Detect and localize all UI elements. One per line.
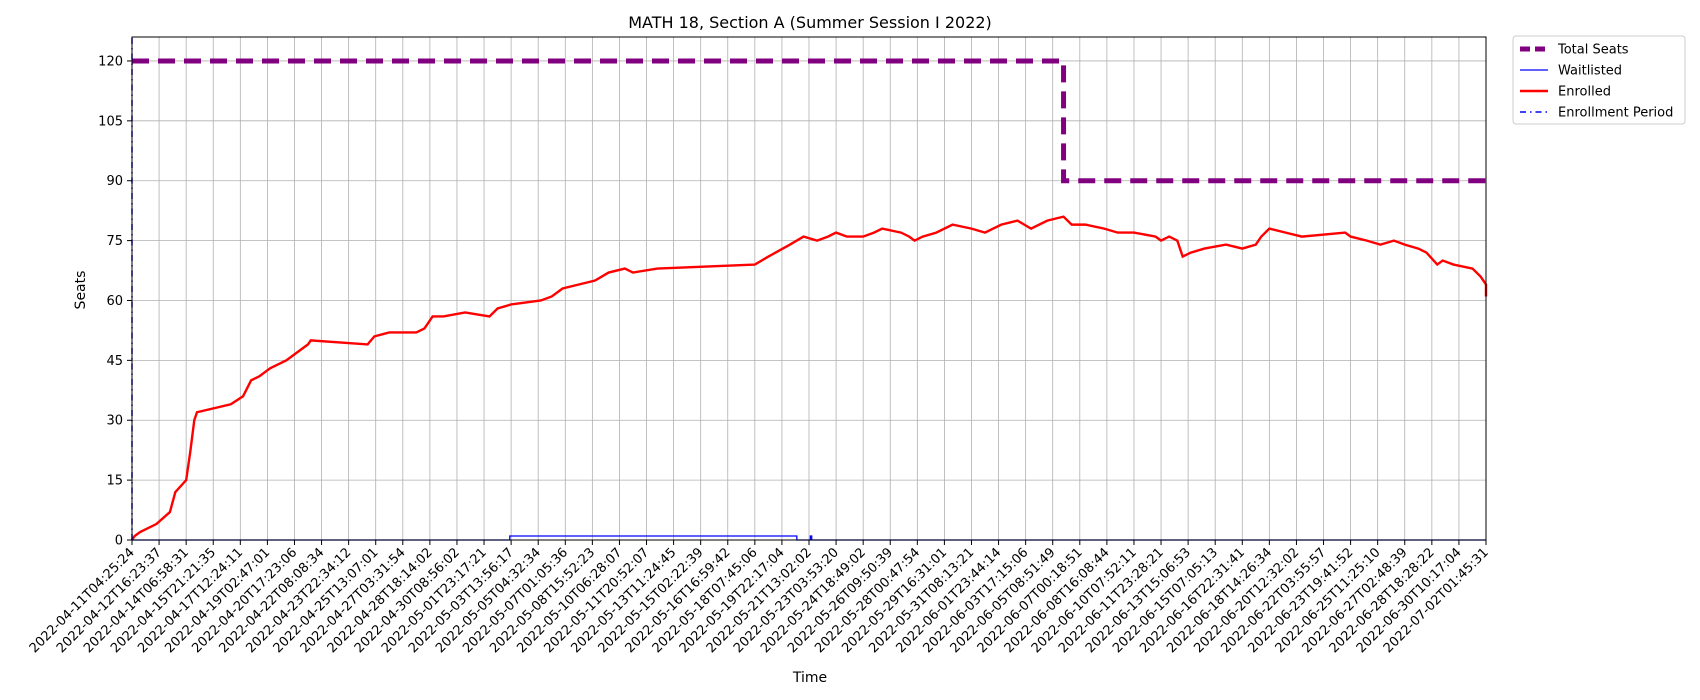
y-tick-label: 30 [106, 414, 123, 429]
legend-label: Total Seats [1557, 43, 1629, 58]
legend: Total Seats Waitlisted Enrolled Enrollment … [1512, 35, 1686, 125]
series-line-total-seats [132, 58, 1486, 184]
y-axis-title: Seats [73, 271, 89, 310]
chart-title: MATH 18, Section A (Summer Session I 202… [628, 13, 992, 32]
y-tick-label: 45 [106, 354, 123, 369]
y-tick-label: 60 [106, 294, 123, 309]
x-axis-title: Time [792, 670, 827, 686]
y-tick-label: 15 [106, 474, 123, 489]
legend-label: Enrollment Period [1558, 106, 1673, 121]
y-tick-label: 90 [106, 174, 123, 189]
legend-label: Waitlisted [1558, 64, 1622, 79]
y-tick-label: 120 [98, 54, 123, 69]
legend-frame [1512, 35, 1686, 125]
series-line-enrolled [131, 215, 1488, 541]
x-axis: 2022-04-11T04:25:242022-04-12T16:23:3720… [27, 540, 1492, 656]
y-tick-label: 75 [106, 234, 123, 249]
y-tick-label: 105 [98, 114, 123, 129]
legend-label: Enrolled [1558, 85, 1611, 100]
y-tick-label: 0 [115, 534, 123, 549]
y-axis: 0 15 30 45 60 75 90 105 120 [98, 54, 132, 549]
grid [131, 37, 1487, 541]
